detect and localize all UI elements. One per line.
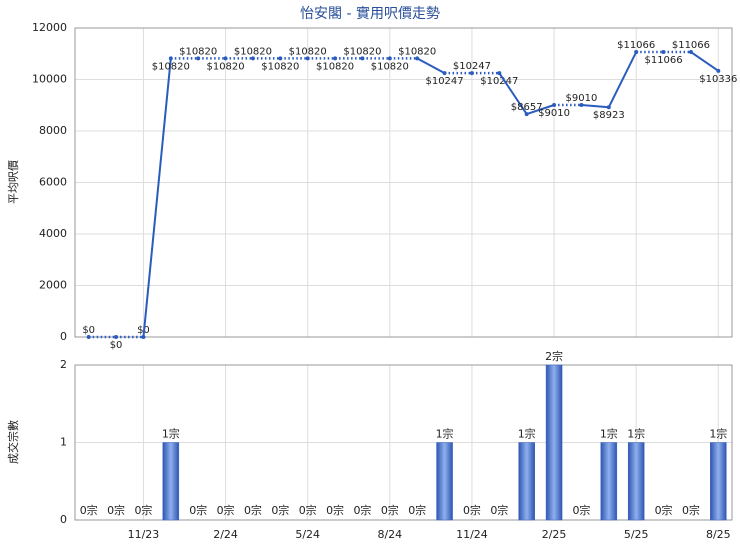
- data-label: 0宗: [244, 503, 262, 517]
- data-label: $11066: [672, 40, 710, 51]
- plot-frame: [74, 27, 733, 338]
- data-label: $0: [110, 340, 123, 351]
- y-tick-label: 0: [60, 330, 67, 343]
- x-tick-label: 2/24: [213, 528, 238, 541]
- x-tick-label: 8/25: [706, 528, 731, 541]
- y-tick-label: 10000: [32, 73, 67, 86]
- y-tick-label: 8000: [39, 124, 67, 137]
- bar: [710, 442, 727, 521]
- point: [716, 68, 721, 73]
- data-label: 0宗: [381, 503, 399, 517]
- x-tick-label: 8/24: [377, 528, 402, 541]
- x-tick-label: 5/24: [295, 528, 320, 541]
- bar: [518, 442, 535, 521]
- line-segment: [498, 72, 528, 115]
- data-label: $0: [82, 325, 95, 336]
- data-label: 0宗: [655, 503, 673, 517]
- data-label: $8923: [593, 110, 625, 121]
- data-label: 0宗: [682, 503, 700, 517]
- bar: [600, 442, 618, 521]
- y-axis-label: 成交宗數: [6, 420, 20, 464]
- data-label: 0宗: [463, 503, 481, 517]
- data-label: 0宗: [408, 503, 426, 517]
- data-label: 0宗: [134, 503, 152, 517]
- y-tick-label: 4000: [39, 227, 67, 240]
- data-label: $10820: [261, 61, 299, 72]
- data-label: $9010: [566, 93, 598, 104]
- y-tick-label: 2000: [39, 279, 67, 292]
- data-label: $10247: [480, 76, 518, 87]
- data-label: 0宗: [80, 503, 98, 517]
- data-label: 1宗: [627, 427, 645, 441]
- data-label: $10820: [371, 61, 409, 72]
- bar: [545, 364, 563, 521]
- data-label: 0宗: [572, 503, 590, 517]
- data-label: 1宗: [600, 427, 618, 441]
- bar: [627, 442, 645, 521]
- data-label: $11066: [644, 55, 682, 66]
- y-tick-label: 0: [60, 513, 67, 526]
- x-tick-label: 5/25: [624, 528, 649, 541]
- data-label: $10247: [453, 61, 491, 72]
- data-label: $10820: [179, 46, 217, 57]
- data-label: $10336: [699, 74, 737, 85]
- bar: [162, 442, 180, 521]
- y-tick-label: 6000: [39, 176, 67, 189]
- data-label: 0宗: [353, 503, 371, 517]
- data-label: 1宗: [518, 427, 536, 441]
- data-label: $9010: [538, 108, 570, 119]
- data-label: $10820: [234, 46, 272, 57]
- bar: [436, 442, 453, 521]
- y-tick-label: 2: [60, 358, 67, 371]
- data-label: 1宗: [709, 427, 727, 441]
- data-label: 0宗: [326, 503, 344, 517]
- data-label: $10247: [425, 76, 463, 87]
- line-segment: [690, 51, 719, 72]
- x-tick-label: 11/24: [456, 528, 488, 541]
- data-label: 0宗: [217, 503, 235, 517]
- line-segment: [607, 51, 638, 108]
- line-segment: [526, 104, 555, 116]
- data-label: $10820: [206, 61, 244, 72]
- line-segment: [142, 58, 172, 338]
- data-label: $11066: [617, 40, 655, 51]
- data-label: $10820: [316, 61, 354, 72]
- data-label: 0宗: [490, 503, 508, 517]
- data-label: 0宗: [107, 503, 125, 517]
- x-tick-label: 11/23: [128, 528, 160, 541]
- y-axis-label: 平均呎價: [6, 160, 20, 204]
- data-label: 1宗: [436, 427, 454, 441]
- chart-title: 怡安閣 - 實用呎價走勢: [300, 5, 440, 22]
- y-tick-label: 1: [60, 436, 67, 449]
- line-segment: [581, 103, 609, 109]
- line-segment: [416, 57, 446, 75]
- x-tick-label: 2/25: [542, 528, 567, 541]
- data-label: $10820: [289, 46, 327, 57]
- y-tick-label: 12000: [32, 21, 67, 34]
- data-label: 0宗: [271, 503, 289, 517]
- data-label: $10820: [343, 46, 381, 57]
- data-label: 0宗: [299, 503, 317, 517]
- data-label: $10820: [152, 61, 190, 72]
- data-label: $10820: [398, 46, 436, 57]
- data-label: 2宗: [545, 349, 563, 363]
- plot-frame: [74, 364, 733, 521]
- data-label: $8657: [511, 102, 543, 113]
- data-label: 1宗: [162, 427, 180, 441]
- data-label: 0宗: [189, 503, 207, 517]
